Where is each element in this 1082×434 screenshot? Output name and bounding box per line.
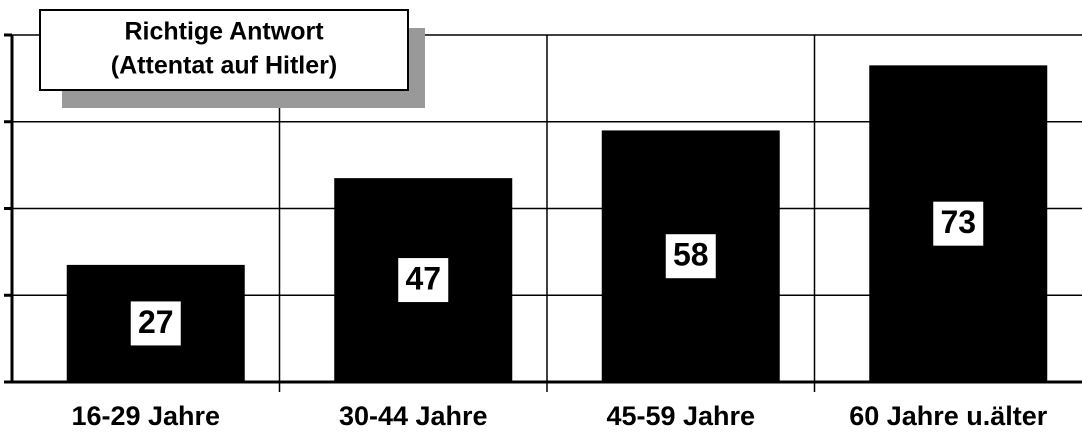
value-label: 73 [940, 204, 976, 240]
value-label-box [665, 234, 716, 279]
x-tick-label: 60 Jahre u.älter [849, 401, 1048, 431]
value-label-box [933, 201, 984, 246]
x-tick-label: 30-44 Jahre [339, 401, 488, 431]
value-label-box [398, 258, 449, 303]
legend-box [39, 9, 409, 91]
chart-title: (Attentat auf Hitler) [111, 52, 337, 80]
plot: 16-29 Jahre 27 30-44 Jahre 47 45-59 Jahre 58 6… [4, 33, 1082, 431]
value-label: 27 [138, 304, 174, 340]
value-label: 47 [405, 261, 441, 297]
x-tick-label: 45-59 Jahre [606, 401, 755, 431]
x-tick-label: 16-29 Jahre [71, 401, 220, 431]
value-label: 58 [673, 237, 709, 273]
chart-title: Richtige Antwort [124, 18, 324, 46]
value-label-box [130, 301, 181, 346]
